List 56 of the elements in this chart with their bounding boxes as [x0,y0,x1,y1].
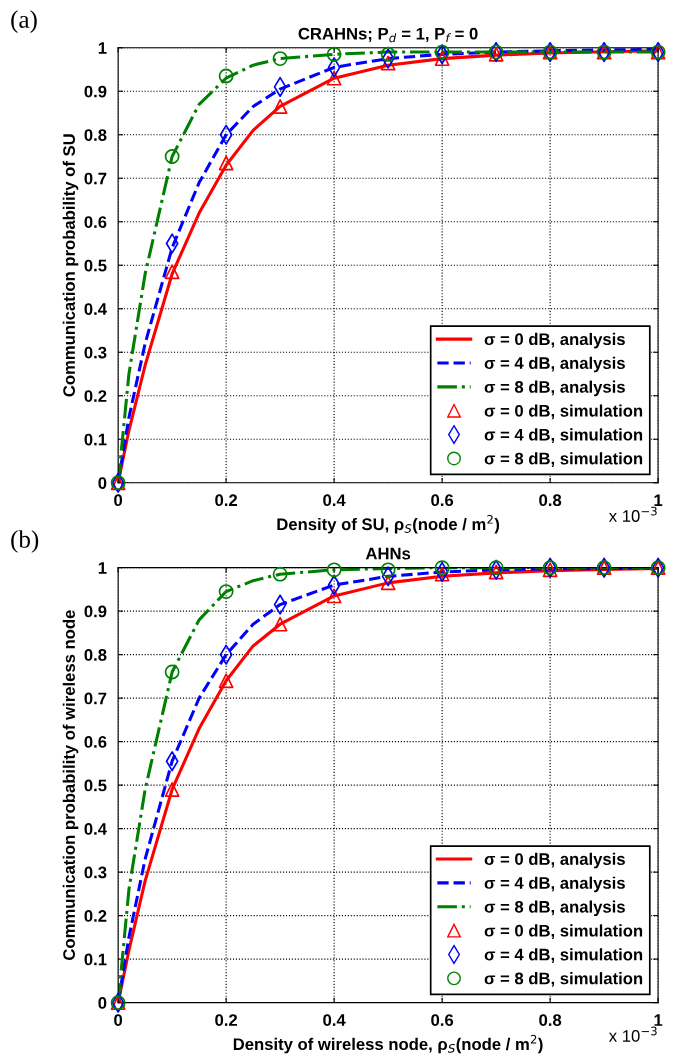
legend-label: σ = 4 dB, analysis [484,876,625,893]
legend-label: σ = 0 dB, simulation [484,924,643,940]
y-tick-label: 0.8 [84,649,107,661]
x-tick-label: 0.2 [215,494,238,507]
legend-label: σ = 4 dB, simulation [484,428,643,444]
y-tick-label: 0.4 [84,823,107,835]
legend-label: σ = 8 dB, simulation [484,452,643,467]
legend-label: σ = 4 dB, analysis [484,356,625,373]
y-tick-label: 1 [98,562,107,574]
y-tick-label: 0.7 [84,692,107,705]
legend-label: σ = 8 dB, simulation [484,972,643,987]
text: x 10$^{−3}$ [608,506,657,522]
legend-label: σ = 0 dB, simulation [484,404,643,420]
chart-title: CRAHNs; P$_{d}$ = 1, P$_{f}$ = 0 [298,27,478,43]
x-axis-title: Density of SU, ρ$_{S}$(node / m$^{2}$) [277,514,500,534]
y-tick-label: 0.2 [84,910,107,922]
legend-label: σ = 0 dB, analysis [484,332,625,349]
y-tick-label: 0.1 [84,433,107,446]
y-tick-label: 0.7 [84,172,107,185]
y-tick-label: 0.5 [84,779,107,792]
legend-label: σ = 8 dB, analysis [484,380,625,397]
y-tick-label: 0.4 [84,303,107,315]
y-tick-label: 0.9 [84,605,107,618]
y-tick-label: 0.1 [84,953,107,966]
y-tick-label: 0 [98,997,107,1009]
y-tick-label: 0.5 [84,259,107,272]
chart-title: AHNs [365,547,411,560]
x-tick-label: 0.4 [323,494,346,507]
legend-label: σ = 0 dB, analysis [484,852,625,869]
x-tick-label: 0.4 [323,1014,346,1026]
y-tick-label: 0.2 [84,390,107,402]
x-axis-title: Density of wireless node, ρ$_{S}$(node / m$^{2}$) [233,1034,543,1054]
y-tick-label: 0.9 [84,85,107,98]
y-tick-label: 1 [98,42,107,54]
x-tick-label: 0.8 [539,494,562,507]
y-tick-label: 0.8 [84,129,107,141]
legend-label: σ = 4 dB, simulation [484,948,643,963]
x-tick-label: 1 [654,494,663,506]
text: (a) [11,10,37,33]
y-tick-label: 0.6 [84,216,107,228]
x-tick-label: 1 [654,1014,663,1026]
y-tick-label: 0.6 [84,736,107,748]
text: x 10$^{−3}$ [608,1026,657,1042]
x-tick-label: 0.2 [215,1014,238,1026]
y-tick-label: 0.3 [84,866,107,879]
x-tick-label: 0 [114,494,123,507]
text: (b) [11,530,39,553]
x-tick-label: 0 [114,1014,123,1026]
y-tick-label: 0.3 [84,346,107,359]
legend-label: σ = 8 dB, analysis [484,900,625,917]
x-tick-label: 0.8 [539,1014,562,1026]
x-tick-label: 0.6 [431,494,454,507]
x-tick-label: 0.6 [431,1014,454,1026]
y-axis-title: Communication probability of wireless node [62,610,79,960]
y-tick-label: 0 [98,477,107,489]
y-axis-title: Communication probability of SU [62,134,79,397]
